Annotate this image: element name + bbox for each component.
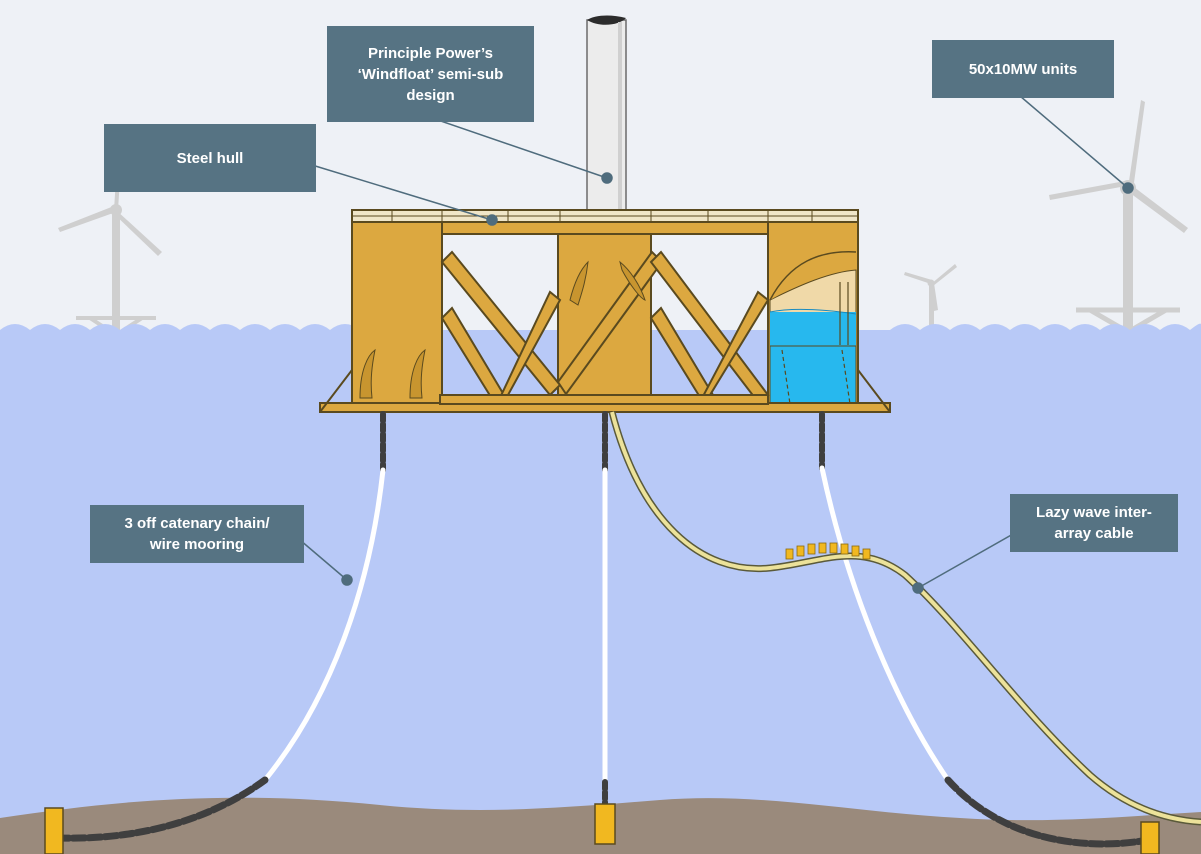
wind-turbine-icon	[904, 264, 957, 328]
steel-hull	[319, 209, 891, 413]
callout-steel-hull: Steel hull	[104, 124, 316, 192]
turbine-tower	[586, 15, 627, 216]
callout-cable: Lazy wave inter- array cable	[1010, 494, 1178, 552]
buoyancy-modules	[785, 542, 871, 560]
lazy-wave-cable	[608, 411, 1201, 826]
mooring-lines	[56, 411, 1152, 848]
leader-lines	[299, 95, 1134, 594]
callout-units: 50x10MW units	[932, 40, 1114, 98]
anchor-block-icon	[44, 803, 1160, 854]
callout-mooring: 3 off catenary chain/ wire mooring	[90, 505, 304, 563]
callout-principle-power: Principle Power’s ‘Windfloat’ semi-sub d…	[327, 26, 534, 122]
sea	[0, 323, 1201, 854]
